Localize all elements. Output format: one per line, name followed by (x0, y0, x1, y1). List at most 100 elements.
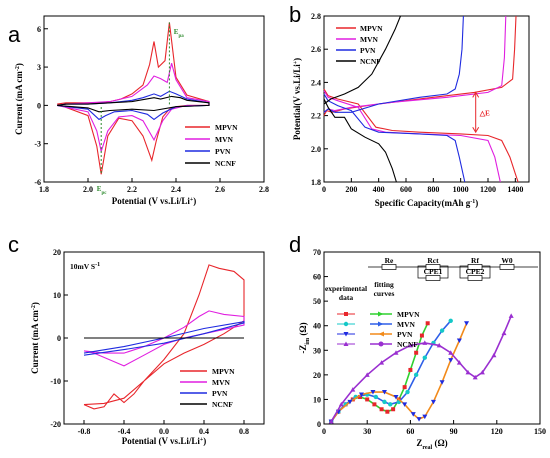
x-axis-label: Potential (V vs.Li/Li+) (112, 196, 197, 206)
y-axis-label: Potential(V vs.Li/Li+) (292, 58, 302, 140)
plot-frame (323, 251, 541, 425)
y-tick-label: 40 (313, 322, 321, 331)
y-axis-label-main: Current (mA cm (30, 310, 40, 374)
delta-e-label: △E (479, 109, 490, 117)
data-point-pvn (370, 390, 376, 395)
legend-label-ncnf: NCNF (212, 400, 233, 409)
y-tick-label: 20 (53, 248, 61, 257)
data-point-ncnf (508, 313, 514, 318)
cpe1-label: CPE1 (424, 267, 443, 276)
data-point-ncnf (472, 374, 478, 380)
delta-e-arrowhead-top (472, 91, 480, 98)
data-point-mpvn (402, 385, 407, 390)
data-point-pvn (343, 332, 349, 337)
x-tick-label: 2.4 (171, 185, 181, 194)
data-point-ncnf (436, 342, 442, 348)
x-tick-label: 200 (345, 185, 357, 194)
series-line-mvn-discharge (323, 90, 501, 183)
y-tick-label: 10 (53, 291, 61, 300)
scan-rate-label: 10mV S-1 (70, 262, 100, 271)
data-point-mvn (422, 355, 427, 360)
data-point-ncnf (328, 419, 334, 424)
legend-label-mpvn: MPVN (397, 310, 420, 319)
data-point-ncnf (479, 369, 485, 375)
fit-curve-mpvn (330, 322, 429, 422)
x-axis-label-sup: -1 (470, 199, 475, 205)
resistor-rf (467, 264, 483, 270)
x-tick-label: 0.0 (159, 427, 169, 436)
resistor-rf-label: Rf (471, 256, 479, 265)
data-point-ncnf (364, 372, 370, 377)
x-axis-label-main: Potential (V vs.Li/Li (122, 436, 201, 446)
series-line-ncnf-charge (323, 15, 402, 105)
y-tick-label: 6 (37, 25, 41, 34)
legend-fit-marker-mvn (378, 321, 384, 327)
y-axis-label: -Zim (Ω) (298, 322, 311, 353)
legend-label-pvn: PVN (397, 330, 413, 339)
y-axis-label-sup: -2 (31, 305, 37, 310)
y-tick-label: 10 (313, 395, 321, 404)
data-point-pvn (422, 414, 428, 420)
x-tick-label: 0.8 (239, 427, 249, 436)
data-point-ncnf (393, 350, 399, 355)
data-point-ncnf (407, 342, 413, 348)
resistor-re-label: Re (385, 256, 394, 265)
data-point-mpvn (391, 407, 396, 412)
x-tick-label: 1.8 (39, 185, 49, 194)
data-point-mpvn (372, 402, 377, 407)
cpe2 (467, 275, 483, 281)
data-point-ncnf (422, 340, 428, 345)
legend-header-fitting-1: fitting (374, 280, 394, 289)
x-tick-label: 1000 (453, 185, 469, 194)
x-tick-label: -0.4 (118, 427, 131, 436)
legend-fit-marker-mpvn (378, 311, 384, 317)
x-tick-label: 30 (363, 427, 371, 436)
legend-label-ncnf: NCNF (397, 340, 418, 349)
legend-label-pvn: PVN (212, 389, 228, 398)
series-line-ncnf-discharge (323, 98, 397, 183)
legend-header-experimental-2: data (339, 293, 353, 302)
x-tick-label: 1200 (480, 185, 496, 194)
data-point-pvn (410, 412, 416, 417)
x-tick-label: 0 (322, 185, 326, 194)
x-axis-label-main: Specific Capacity(mAh g (375, 198, 471, 208)
x-tick-label: 0 (322, 427, 326, 436)
series-line-mpvn-charge (323, 15, 517, 116)
y-tick-label: 0 (37, 101, 41, 110)
cpe2-label: CPE2 (466, 267, 485, 276)
y-tick-label: 30 (313, 346, 321, 355)
x-tick-label: 2.6 (215, 185, 225, 194)
fit-curve-pvn (330, 322, 468, 422)
y-axis-label-main: Current (mA cm (14, 71, 24, 135)
series-line-mpvn (83, 264, 245, 410)
y-tick-label: 2.8 (311, 12, 321, 21)
panel-letter: a (8, 22, 21, 47)
x-axis-label-sup: + (190, 197, 194, 203)
resistor-re (381, 264, 397, 270)
y-tick-label: 50 (313, 297, 321, 306)
scan-rate-label-sup: -1 (95, 262, 100, 268)
panel-d: d 0 30 60 90 120 150 0 10 20 30 40 50 60 70 Zreal (Ω) -Z… (289, 232, 546, 451)
series-line-ncnf (57, 95, 210, 113)
data-point-mpvn (419, 333, 424, 338)
data-point-pvn (439, 380, 445, 385)
data-point-mvn (388, 402, 393, 407)
y-tick-label: 70 (313, 248, 321, 257)
x-tick-label: 1400 (507, 185, 523, 194)
fit-curve-ncnf (330, 315, 512, 422)
data-point-mvn (382, 399, 387, 405)
scan-rate-label-main: 10mV S (70, 262, 95, 271)
y-tick-label: -3 (34, 140, 41, 149)
y-axis-label-sup: + (293, 60, 299, 64)
y-tick-label: 1.8 (311, 178, 321, 187)
y-tick-label: 20 (313, 371, 321, 380)
x-tick-label: 2.2 (127, 185, 137, 194)
y-axis-label: Current (mA cm-2) (30, 302, 40, 374)
data-point-pvn (393, 394, 399, 400)
data-point-mvn (448, 318, 453, 323)
data-point-ncnf (491, 352, 497, 358)
panel-letter: c (8, 232, 19, 257)
data-point-mpvn (358, 394, 362, 399)
y-tick-label: -20 (50, 420, 61, 429)
